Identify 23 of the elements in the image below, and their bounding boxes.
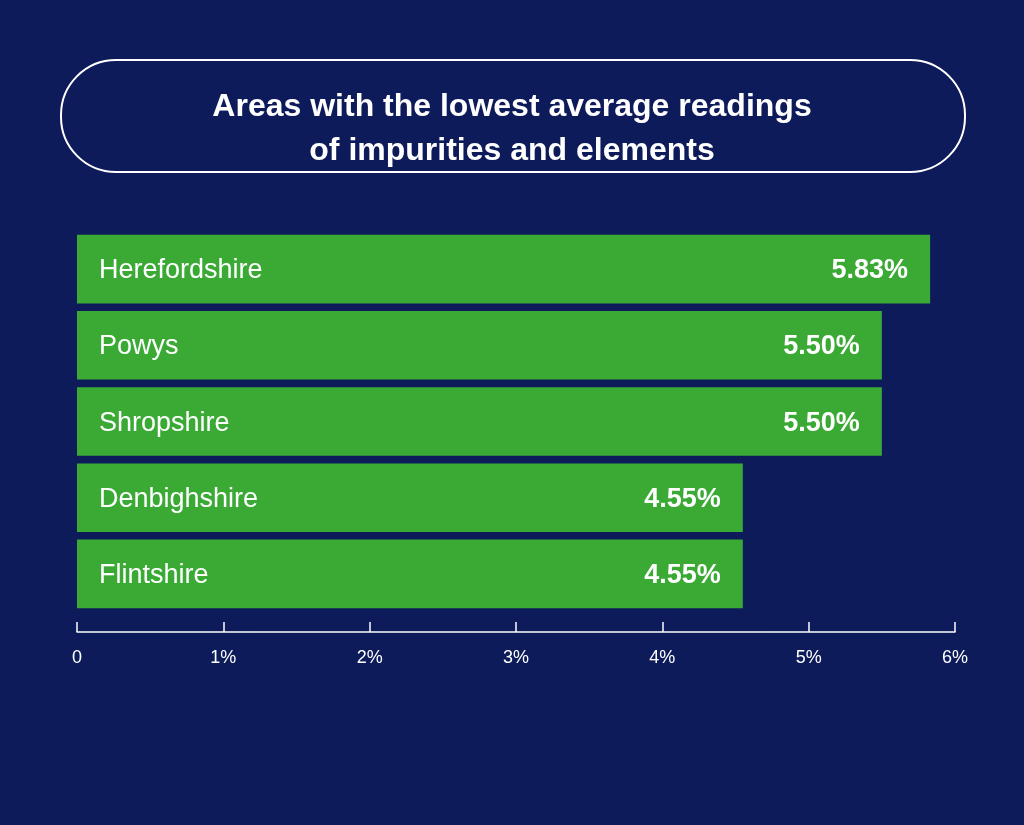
bar [77, 387, 882, 456]
x-tick-label: 6% [941, 647, 969, 667]
data-label: 5.50% [783, 406, 860, 437]
x-tick-label: 5% [795, 647, 822, 667]
y-tick-label: Herefordshire [99, 254, 263, 285]
x-tick-label: 2% [356, 647, 383, 667]
data-label: 5.50% [783, 330, 860, 361]
y-tick-label: Flintshire [99, 558, 209, 589]
y-tick-label: Denbighshire [99, 482, 259, 513]
y-tick-label: Powys [99, 330, 179, 361]
y-tick-label: Shropshire [99, 406, 230, 437]
data-label: 5.83% [831, 254, 909, 285]
bar [77, 234, 931, 304]
x-tick-label: 4% [649, 647, 676, 667]
x-tick-label: 0 [71, 647, 83, 667]
chart-title: Areas with the lowest average readings of impurities and elements [212, 87, 812, 167]
bar [77, 311, 882, 380]
bar [77, 463, 743, 532]
data-label: 4.55% [644, 558, 721, 589]
bar [77, 539, 743, 609]
data-label: 4.55% [644, 482, 721, 513]
x-tick-label: 3% [502, 647, 530, 667]
x-tick-label: 1% [210, 647, 237, 667]
